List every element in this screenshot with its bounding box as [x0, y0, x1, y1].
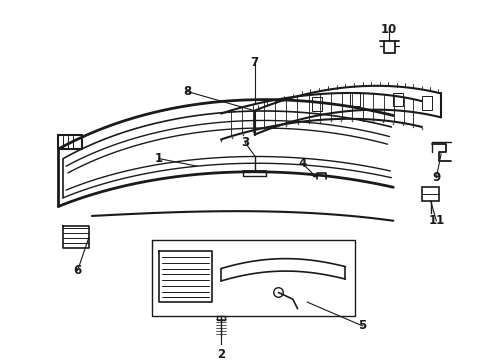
Text: 3: 3	[241, 136, 249, 149]
Text: 10: 10	[380, 23, 396, 36]
Text: 6: 6	[74, 264, 82, 277]
Text: 4: 4	[298, 157, 307, 170]
Bar	[350, 92, 360, 105]
Text: 1: 1	[155, 152, 163, 165]
Text: 8: 8	[183, 85, 192, 98]
Bar	[422, 96, 432, 110]
Text: 9: 9	[432, 171, 441, 184]
Text: 5: 5	[359, 319, 367, 333]
Text: 11: 11	[428, 214, 444, 227]
Bar	[393, 93, 403, 106]
Bar	[422, 187, 439, 201]
Text: 2: 2	[217, 348, 225, 360]
Bar	[312, 97, 321, 111]
Text: 7: 7	[250, 57, 259, 69]
